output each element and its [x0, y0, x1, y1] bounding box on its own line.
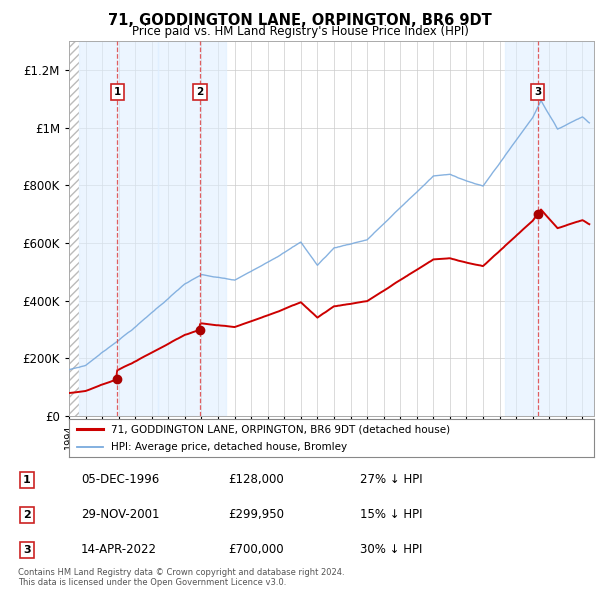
Text: 2: 2: [196, 87, 203, 97]
Bar: [158, 41, 226, 416]
Text: Price paid vs. HM Land Registry's House Price Index (HPI): Price paid vs. HM Land Registry's House …: [131, 25, 469, 38]
Bar: [79, 41, 158, 416]
Text: £128,000: £128,000: [228, 473, 284, 486]
Text: HPI: Average price, detached house, Bromley: HPI: Average price, detached house, Brom…: [111, 442, 347, 452]
Text: 3: 3: [23, 545, 31, 555]
Text: 71, GODDINGTON LANE, ORPINGTON, BR6 9DT: 71, GODDINGTON LANE, ORPINGTON, BR6 9DT: [108, 13, 492, 28]
Bar: [505, 41, 594, 416]
Text: £700,000: £700,000: [228, 543, 284, 556]
Text: 3: 3: [534, 87, 541, 97]
Text: 15% ↓ HPI: 15% ↓ HPI: [360, 508, 422, 522]
Text: 30% ↓ HPI: 30% ↓ HPI: [360, 543, 422, 556]
Text: 71, GODDINGTON LANE, ORPINGTON, BR6 9DT (detached house): 71, GODDINGTON LANE, ORPINGTON, BR6 9DT …: [111, 424, 450, 434]
Text: 05-DEC-1996: 05-DEC-1996: [81, 473, 159, 486]
Text: Contains HM Land Registry data © Crown copyright and database right 2024.
This d: Contains HM Land Registry data © Crown c…: [18, 568, 344, 587]
Text: 2: 2: [23, 510, 31, 520]
Text: 14-APR-2022: 14-APR-2022: [81, 543, 157, 556]
Text: 27% ↓ HPI: 27% ↓ HPI: [360, 473, 422, 486]
Text: 1: 1: [23, 475, 31, 484]
Text: £299,950: £299,950: [228, 508, 284, 522]
Text: 29-NOV-2001: 29-NOV-2001: [81, 508, 160, 522]
Text: 1: 1: [114, 87, 121, 97]
